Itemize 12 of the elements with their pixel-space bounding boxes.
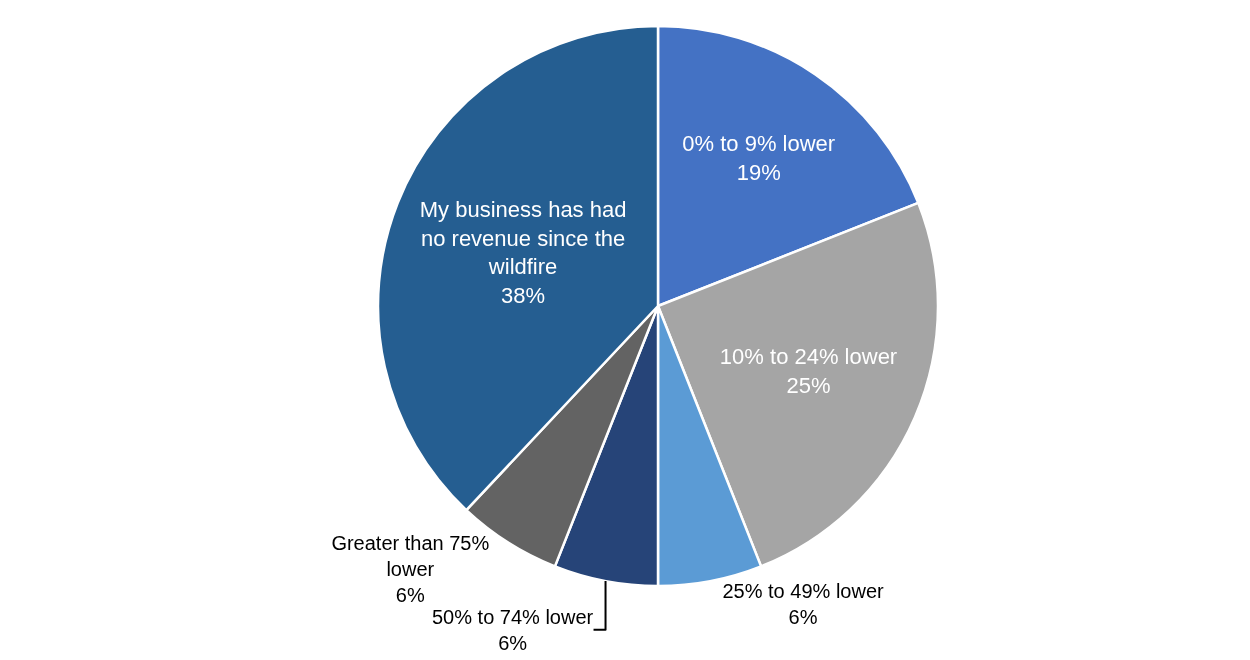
slice-label: 50% to 74% lower: [431, 605, 594, 628]
data-label: 6%: [788, 606, 818, 629]
slice-label: Greater than 75% lower: [331, 531, 490, 580]
data-label: 6%: [498, 631, 528, 654]
slice-label: 10% to 24% lower: [719, 344, 898, 370]
data-label: 38%: [501, 282, 546, 308]
slice-label: 25% to 49% lower: [722, 580, 885, 603]
slice-label: 0% to 9% lower: [682, 130, 836, 156]
data-label: 19%: [736, 159, 781, 185]
slice-label: My business has had no revenue since the wildfire: [419, 197, 627, 280]
data-label: 25%: [786, 372, 831, 398]
data-label: 6%: [395, 583, 425, 606]
